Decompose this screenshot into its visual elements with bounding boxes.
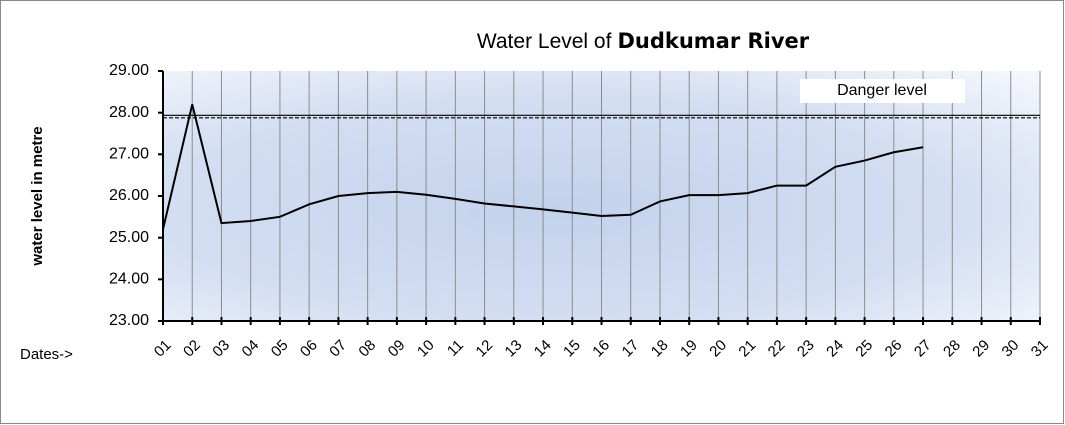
y-tick-label: 25.00 [109, 229, 149, 246]
danger-label: Danger level [837, 82, 927, 99]
data-line [162, 104, 924, 230]
y-tick-label: 27.00 [109, 146, 149, 163]
danger-label-box [800, 79, 965, 103]
y-tick-label: 24.00 [109, 271, 149, 288]
x-axis-label: Dates-> [20, 346, 73, 363]
y-tick-label: 26.00 [109, 187, 149, 204]
y-tick-label: 28.00 [109, 104, 149, 121]
y-axis-label: water level in metre [29, 126, 46, 266]
chart-title: Water Level of Dudkumar River [477, 29, 810, 53]
y-tick-label: 23.00 [109, 312, 149, 329]
y-tick-label: 29.00 [109, 62, 149, 79]
title-text: Water Level of [477, 30, 612, 53]
title-emphasis: Dudkumar River [617, 29, 809, 53]
